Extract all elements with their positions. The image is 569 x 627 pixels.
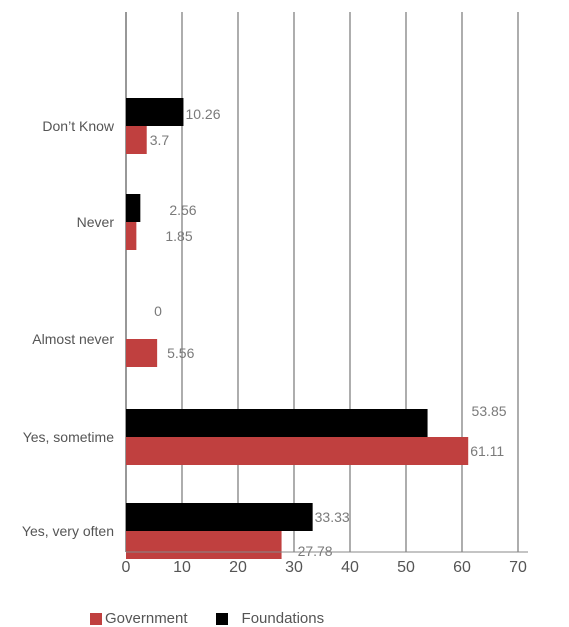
legend-label-foundations: Foundations — [241, 610, 325, 627]
x-axis-ticks: 0 10 20 30 40 50 60 70 — [122, 559, 527, 576]
value-label-government-yes-sometime: 61.11 — [470, 443, 504, 459]
category-label-yes-sometime: Yes, sometime — [23, 429, 115, 445]
bar-government-don-t-know — [126, 126, 147, 154]
bar-government-yes-sometime — [126, 437, 469, 465]
x-tick-label-60: 60 — [453, 559, 471, 576]
grid-lines — [125, 12, 519, 552]
value-label-foundations-yes-very-often: 33.33 — [315, 509, 350, 525]
x-tick-label-0: 0 — [122, 559, 131, 576]
legend-swatch-government — [90, 612, 102, 625]
value-label-government-almost-never: 5.56 — [167, 345, 194, 361]
category-label-never: Never — [77, 214, 115, 230]
value-label-foundations-yes-sometime: 53.85 — [472, 403, 507, 419]
x-tick-label-40: 40 — [341, 559, 359, 576]
bar-foundations-yes-very-often — [126, 503, 313, 531]
category-label-almost-never: Almost never — [32, 331, 114, 347]
bar-government-never — [126, 222, 137, 250]
bar-foundations-don-t-know — [126, 98, 184, 126]
bar-government-almost-never — [126, 339, 158, 367]
value-label-foundations-don-t-know: 10.26 — [185, 106, 220, 122]
category-label-yes-very-often: Yes, very often — [22, 523, 114, 539]
legend-swatch-foundations — [215, 612, 228, 625]
legend-item-foundations: Foundations — [215, 610, 325, 627]
value-labels: 10.26 3.7 2.56 1.85 0 5.56 53.85 61.11 33.33 27.7… — [150, 106, 507, 559]
x-tick-label-50: 50 — [397, 559, 415, 576]
bars — [126, 98, 469, 559]
x-tick-label-30: 30 — [285, 559, 303, 576]
value-label-foundations-never: 2.56 — [169, 202, 196, 218]
legend-item-government: Government — [90, 610, 188, 627]
legend: Government Foundations — [90, 610, 352, 627]
x-tick-label-20: 20 — [229, 559, 247, 576]
category-label-don-t-know: Don’t Know — [42, 118, 114, 134]
legend-label-government: Government — [105, 610, 188, 627]
bar-foundations-yes-sometime — [126, 409, 428, 437]
x-tick-label-10: 10 — [173, 559, 191, 576]
category-labels: Don’t Know Never Almost never Yes, sometime… — [22, 118, 115, 539]
value-label-foundations-almost-never: 0 — [154, 303, 162, 319]
value-label-government-yes-very-often: 27.78 — [298, 543, 333, 559]
bar-foundations-never — [126, 194, 141, 222]
bar-government-yes-very-often — [126, 531, 282, 559]
x-tick-label-70: 70 — [509, 559, 527, 576]
value-label-government-never: 1.85 — [165, 228, 192, 244]
value-label-government-don-t-know: 3.7 — [150, 132, 170, 148]
